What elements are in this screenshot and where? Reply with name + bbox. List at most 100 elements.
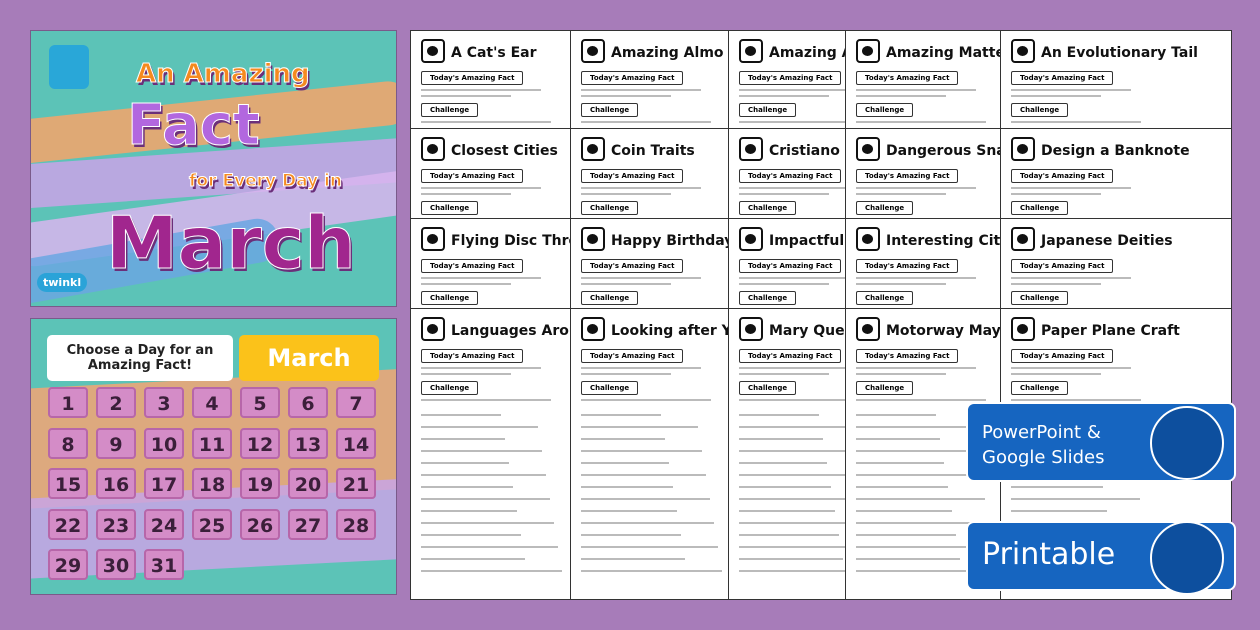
text-line bbox=[739, 373, 829, 375]
text-line bbox=[739, 121, 869, 123]
text-line bbox=[581, 373, 671, 375]
day-button[interactable]: 13 bbox=[288, 427, 328, 459]
fact-label: Today's Amazing Fact bbox=[421, 169, 524, 183]
day-button[interactable]: 28 bbox=[336, 508, 376, 540]
day-button[interactable]: 1 bbox=[48, 387, 88, 418]
day-button[interactable]: 14 bbox=[336, 427, 376, 459]
day-button[interactable]: 24 bbox=[144, 508, 184, 540]
day-button[interactable]: 20 bbox=[288, 468, 328, 499]
day-button[interactable]: 8 bbox=[48, 427, 88, 459]
worksheet-title: Amazing Matter bbox=[886, 45, 1012, 61]
day-button[interactable]: 3 bbox=[144, 387, 184, 418]
worksheet-title: Paper Plane Craft bbox=[1041, 323, 1180, 339]
text-line bbox=[421, 399, 551, 401]
text-line bbox=[421, 283, 511, 285]
challenge-label: Challenge bbox=[739, 381, 797, 395]
text-line bbox=[581, 193, 671, 195]
day-button[interactable]: 23 bbox=[96, 508, 136, 540]
worksheet-title: Cristiano bbox=[769, 143, 840, 159]
calendar-month: March bbox=[239, 335, 379, 381]
text-line bbox=[581, 474, 706, 476]
day-button[interactable]: 6 bbox=[288, 387, 328, 418]
day-button[interactable]: 16 bbox=[96, 468, 136, 499]
worksheet-title: Flying Disc Throw bbox=[451, 233, 585, 249]
text-line bbox=[581, 399, 711, 401]
text-line bbox=[1011, 187, 1131, 189]
text-line bbox=[739, 89, 859, 91]
day-button[interactable]: 11 bbox=[192, 427, 232, 459]
fact-label: Today's Amazing Fact bbox=[421, 349, 524, 363]
day-button[interactable]: 21 bbox=[336, 468, 376, 499]
text-line bbox=[421, 498, 550, 500]
worksheet: Looking after Yo Today's Amazing Fact Chal… bbox=[570, 308, 745, 600]
day-button[interactable]: 10 bbox=[144, 427, 184, 459]
calendar-slide: Choose a Day for an Amazing Fact! March … bbox=[30, 318, 397, 595]
text-line bbox=[856, 373, 946, 375]
fact-label: Today's Amazing Fact bbox=[421, 71, 524, 85]
fact-label: Today's Amazing Fact bbox=[581, 349, 684, 363]
day-button[interactable]: 9 bbox=[96, 427, 136, 459]
day-button[interactable]: 17 bbox=[144, 468, 184, 499]
cover-line3: for Every Day in bbox=[189, 171, 343, 192]
text-line bbox=[1011, 277, 1131, 279]
day-button[interactable]: 22 bbox=[48, 508, 88, 540]
worksheet-icon bbox=[856, 317, 880, 341]
day-button[interactable]: 29 bbox=[48, 549, 88, 580]
day-button[interactable]: 15 bbox=[48, 468, 88, 499]
text-line bbox=[739, 558, 843, 560]
text-line bbox=[421, 546, 558, 548]
text-line bbox=[856, 283, 946, 285]
text-line bbox=[856, 570, 997, 572]
text-line bbox=[421, 414, 501, 416]
day-button[interactable]: 5 bbox=[240, 387, 280, 418]
text-line bbox=[739, 438, 823, 440]
fact-label: Today's Amazing Fact bbox=[856, 349, 959, 363]
challenge-label: Challenge bbox=[581, 291, 639, 305]
day-button[interactable]: 12 bbox=[240, 427, 280, 459]
day-button[interactable]: 27 bbox=[288, 508, 328, 540]
printable-badge-text: Printable bbox=[982, 537, 1116, 572]
text-line bbox=[739, 510, 835, 512]
text-line bbox=[421, 570, 562, 572]
day-button[interactable]: 4 bbox=[192, 387, 232, 418]
day-button[interactable]: 18 bbox=[192, 468, 232, 499]
text-line bbox=[581, 187, 701, 189]
cover-line2: Fact bbox=[127, 93, 261, 159]
day-button[interactable]: 19 bbox=[240, 468, 280, 499]
challenge-label: Challenge bbox=[581, 103, 639, 117]
text-line bbox=[856, 95, 946, 97]
worksheet: Languages Around the Today's Amazing Fact… bbox=[410, 308, 585, 600]
fact-label: Today's Amazing Fact bbox=[739, 259, 842, 273]
text-line bbox=[856, 399, 986, 401]
worksheet-icon bbox=[581, 317, 605, 341]
text-line bbox=[1011, 89, 1131, 91]
worksheet-title: A Cat's Ear bbox=[451, 45, 537, 61]
text-line bbox=[1011, 367, 1131, 369]
fact-label: Today's Amazing Fact bbox=[1011, 71, 1114, 85]
text-line bbox=[1011, 399, 1141, 401]
challenge-label: Challenge bbox=[1011, 291, 1069, 305]
worksheet-title: Motorway Mayh bbox=[886, 323, 1011, 339]
text-line bbox=[581, 121, 711, 123]
worksheet-icon bbox=[421, 227, 445, 251]
text-line bbox=[739, 450, 860, 452]
text-line bbox=[581, 558, 685, 560]
day-button[interactable]: 25 bbox=[192, 508, 232, 540]
day-button[interactable]: 26 bbox=[240, 508, 280, 540]
text-line bbox=[739, 277, 859, 279]
text-line bbox=[739, 474, 864, 476]
text-line bbox=[856, 486, 948, 488]
text-line bbox=[1011, 486, 1103, 488]
text-line bbox=[1011, 373, 1101, 375]
cover-slide: An Amazing Fact for Every Day in March t… bbox=[30, 30, 397, 307]
text-line bbox=[739, 546, 876, 548]
day-button[interactable]: 31 bbox=[144, 549, 184, 580]
day-button[interactable]: 2 bbox=[96, 387, 136, 418]
worksheet-title: Design a Banknote bbox=[1041, 143, 1190, 159]
text-line bbox=[739, 498, 868, 500]
worksheet-icon bbox=[856, 137, 880, 161]
text-line bbox=[581, 89, 701, 91]
day-button[interactable]: 30 bbox=[96, 549, 136, 580]
day-button[interactable]: 7 bbox=[336, 387, 376, 418]
